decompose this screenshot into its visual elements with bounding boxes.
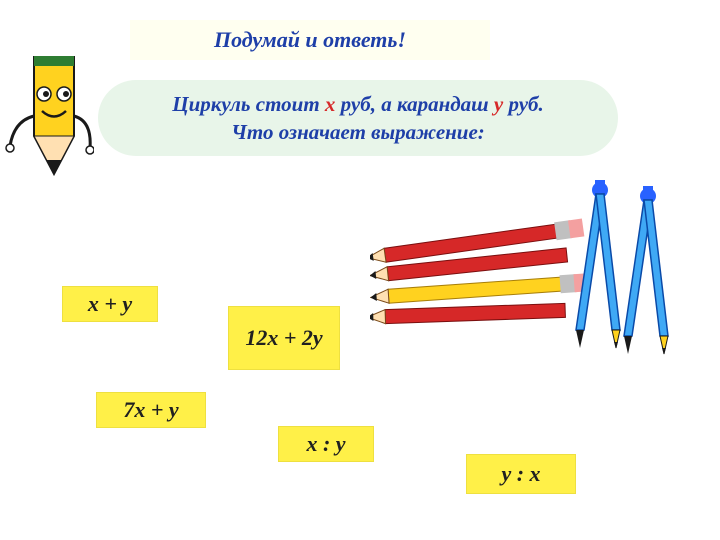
title-box: Подумай и ответь! xyxy=(130,20,490,60)
problem-box: Циркуль стоит х руб, а карандаш у руб. Ч… xyxy=(98,80,618,156)
var-y: у xyxy=(494,92,503,116)
title-text: Подумай и ответь! xyxy=(214,27,406,53)
pencils-and-compass xyxy=(370,180,690,380)
problem-line-2: Что означает выражение: xyxy=(231,118,485,146)
problem-line-1: Циркуль стоит х руб, а карандаш у руб. xyxy=(172,90,544,118)
expr-12x-plus-2y[interactable]: 12x + 2y xyxy=(228,306,340,370)
expr-x-div-y[interactable]: x : y xyxy=(278,426,374,462)
expr-x-plus-y[interactable]: x + y xyxy=(62,286,158,322)
pencil-character xyxy=(4,56,94,186)
var-x: х xyxy=(325,92,336,116)
expr-y-div-x[interactable]: y : x xyxy=(466,454,576,494)
expr-7x-plus-y[interactable]: 7x + y xyxy=(96,392,206,428)
